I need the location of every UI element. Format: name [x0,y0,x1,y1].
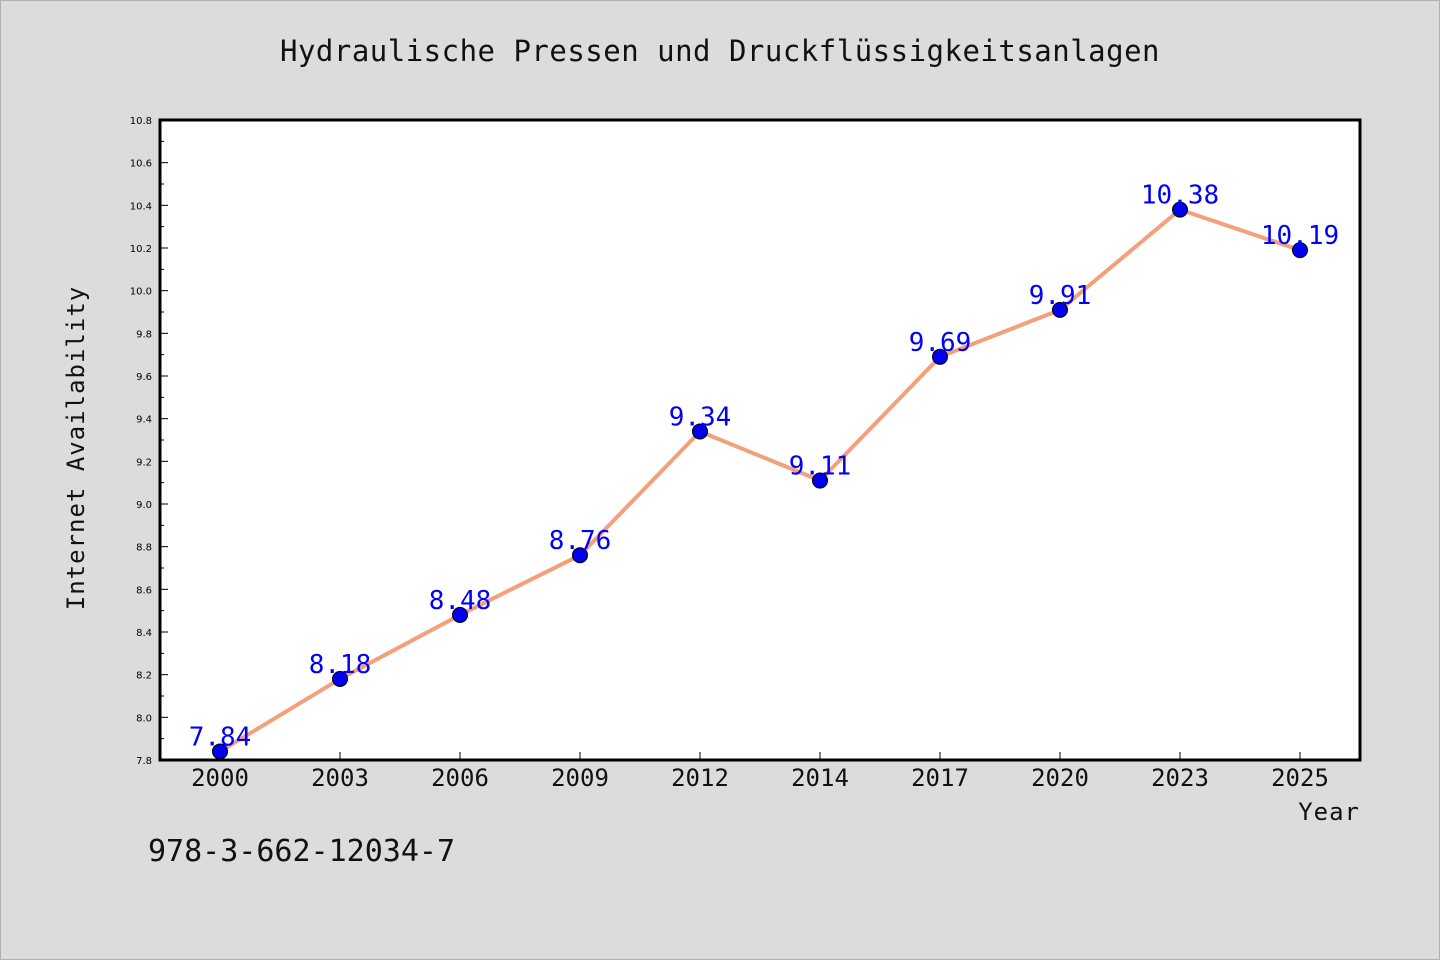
x-tick-label: 2023 [1151,764,1209,792]
y-tick-label: 9.0 [136,500,152,511]
x-tick-label: 2012 [671,764,729,792]
y-tick-label: 10.8 [130,116,152,127]
x-axis-label: Year [1298,798,1360,826]
y-tick-label: 9.8 [136,329,152,340]
x-tick-label: 2014 [791,764,849,792]
x-tick-label: 2020 [1031,764,1089,792]
data-label: 8.76 [549,526,612,556]
series-line [218,207,1302,754]
data-label: 9.69 [909,328,972,358]
y-tick-label: 8.4 [136,628,152,639]
data-label: 9.91 [1029,281,1092,311]
data-point [1292,242,1308,259]
x-tick-label: 2003 [311,764,369,792]
data-label: 10.38 [1141,181,1219,211]
y-tick-label: 8.0 [136,713,152,724]
y-tick-label: 10.2 [130,244,152,255]
y-tick-label: 10.6 [130,159,152,170]
y-tick-label: 7.8 [136,756,152,767]
data-label: 9.34 [669,402,732,432]
data-label: 9.11 [789,452,852,482]
x-tick-label: 2017 [911,764,969,792]
data-point [572,547,588,564]
y-tick-label: 9.6 [136,372,152,383]
data-point [1052,301,1068,318]
isbn-text: 978-3-662-12034-7 [148,834,456,869]
data-point [332,670,348,687]
data-point [932,348,948,365]
data-point [812,472,828,489]
data-labels: 7.84 8.18 8.48 8.76 9.34 9.11 9.69 9.91 10.38 10.… [189,181,1339,753]
data-label: 8.48 [429,586,492,616]
y-tick-label: 8.2 [136,671,152,682]
x-tick-label: 2025 [1271,764,1329,792]
y-tick-label: 8.8 [136,543,152,554]
y-tick-label: 9.2 [136,457,152,468]
data-label: 10.19 [1261,221,1339,251]
x-tick-label: 2006 [431,764,489,792]
data-point [452,606,468,623]
data-point [692,423,708,440]
plot-frame [158,118,1362,762]
y-tick-label: 10.4 [130,201,152,212]
y-tick-label: 8.6 [136,585,152,596]
x-tick-label: 2009 [551,764,609,792]
x-axis-ticks: 2000 2003 2006 2009 2012 2014 2017 2020 2023 2025 [191,752,1329,792]
data-label: 8.18 [309,650,372,680]
x-tick-label: 2000 [191,764,249,792]
y-tick-label: 9.4 [136,415,152,426]
data-point [1172,201,1188,218]
y-tick-label: 10.0 [130,287,152,298]
series-markers [212,201,1308,760]
y-axis-label: Internet Availability [62,286,90,610]
chart-title: Hydraulische Pressen und Druckflüssigkei… [279,34,1160,68]
data-label: 7.84 [189,722,252,752]
